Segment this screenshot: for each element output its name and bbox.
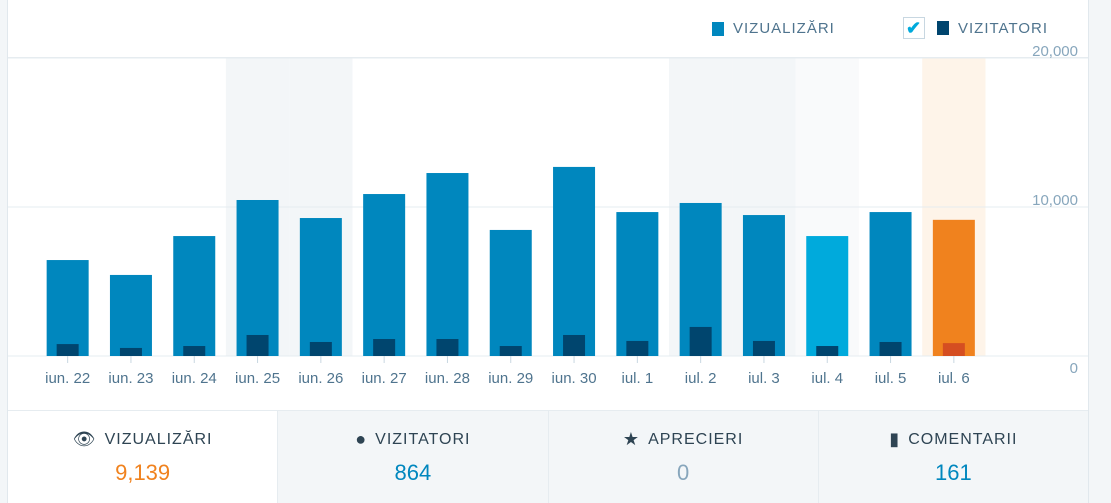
x-tick-label: iun. 22 (45, 370, 90, 387)
tab-vizualizări[interactable]: 👁 VIZUALIZĂRI 9,139 (8, 411, 278, 503)
visitors-bar[interactable] (942, 343, 965, 356)
views-bar[interactable] (489, 229, 532, 356)
x-tick-label: iun. 26 (298, 370, 343, 387)
visitors-swatch-icon (937, 21, 949, 35)
views-swatch-icon (712, 21, 724, 36)
visitors-bar[interactable] (626, 340, 649, 356)
star-icon: ★ (622, 429, 641, 449)
visitors-bar[interactable] (246, 334, 269, 356)
views-bar[interactable] (109, 274, 152, 356)
views-bar[interactable] (426, 173, 469, 356)
tab-label: APRECIERI (648, 430, 744, 448)
visitors-bar[interactable] (816, 346, 839, 356)
bar-chart: 0 10,000 20,000 iun. 22 iun. 23 iun. 24 iun. 2… (8, 43, 1088, 387)
views-bar[interactable] (932, 219, 975, 356)
tab-label-row: ▮ COMENTARII (819, 429, 1088, 450)
visitors-bar[interactable] (499, 346, 522, 356)
tab-comentarii[interactable]: ▮ COMENTARII 161 (817, 411, 1088, 503)
y-tick-label: 20,000 (1032, 43, 1078, 60)
views-bar[interactable] (363, 194, 406, 356)
visitors-bar[interactable] (689, 326, 712, 356)
legend-visitors[interactable]: ✔ VIZITATORI (903, 17, 1048, 39)
visitors-checkbox[interactable]: ✔ (903, 17, 925, 39)
x-tick-label: iun. 25 (235, 370, 280, 387)
tab-value: 9,139 (115, 460, 171, 485)
views-bar[interactable] (173, 236, 216, 356)
visitors-bar[interactable] (119, 347, 142, 356)
visitors-bar[interactable] (879, 341, 902, 356)
tab-aprecieri[interactable]: ★ APRECIERI 0 (547, 411, 818, 503)
y-tick-label: 10,000 (1032, 192, 1078, 209)
views-bar[interactable] (553, 166, 596, 356)
eye-icon: 👁 (72, 429, 97, 449)
tab-value: 864 (394, 460, 432, 485)
tab-label-row: ● VIZITATORI (278, 429, 547, 450)
visitors-bar[interactable] (56, 344, 79, 356)
x-tick-label: iun. 29 (488, 370, 533, 387)
views-bar[interactable] (742, 215, 785, 356)
visitors-bar[interactable] (373, 339, 396, 356)
person-icon: ● (355, 429, 368, 449)
legend-views-label: VIZUALIZĂRI (733, 20, 835, 37)
views-bar[interactable] (46, 260, 89, 356)
tab-label: VIZUALIZĂRI (104, 430, 213, 448)
visitors-bar[interactable] (752, 340, 775, 356)
tab-label-row: 👁 VIZUALIZĂRI (8, 429, 277, 450)
y-tick-label: 0 (1070, 360, 1078, 377)
views-bar[interactable] (616, 212, 659, 356)
tab-label: COMENTARII (908, 430, 1018, 448)
legend-visitors-label: VIZITATORI (958, 19, 1049, 37)
legend-views: VIZUALIZĂRI (712, 20, 835, 37)
x-tick-label: iun. 28 (425, 370, 470, 387)
tab-value: 161 (935, 460, 972, 485)
visitors-bar[interactable] (309, 341, 332, 356)
x-tick-label: iul. 3 (748, 370, 780, 387)
tab-label-row: ★ APRECIERI (549, 429, 818, 450)
visitors-bar[interactable] (183, 346, 206, 356)
stats-tabs: 👁 VIZUALIZĂRI 9,139 ● VIZITATORI 864 ★ APRECIER… (8, 410, 1088, 503)
x-tick-label: iun. 30 (552, 370, 597, 387)
views-bar[interactable] (869, 212, 912, 356)
x-tick-label: iun. 24 (172, 370, 217, 387)
tab-vizitatori[interactable]: ● VIZITATORI 864 (277, 411, 548, 503)
comment-icon: ▮ (889, 429, 901, 449)
views-bar[interactable] (299, 218, 342, 356)
views-bar[interactable] (806, 236, 849, 356)
tab-value: 0 (677, 460, 690, 485)
x-tick-label: iul. 4 (811, 370, 843, 387)
x-tick-label: iul. 5 (875, 370, 907, 387)
x-tick-label: iul. 6 (938, 370, 970, 387)
x-tick-label: iul. 1 (622, 370, 654, 387)
views-bar[interactable] (236, 199, 279, 356)
visitors-bar[interactable] (436, 339, 459, 356)
x-tick-label: iul. 2 (685, 370, 717, 387)
stats-chart-card: VIZUALIZĂRI ✔ VIZITATORI 0 10,000 20,000 iu… (7, 0, 1089, 503)
visitors-bar[interactable] (563, 334, 586, 356)
x-tick-label: iun. 27 (362, 370, 407, 387)
x-tick-label: iun. 23 (108, 370, 153, 387)
tab-label: VIZITATORI (375, 430, 471, 448)
